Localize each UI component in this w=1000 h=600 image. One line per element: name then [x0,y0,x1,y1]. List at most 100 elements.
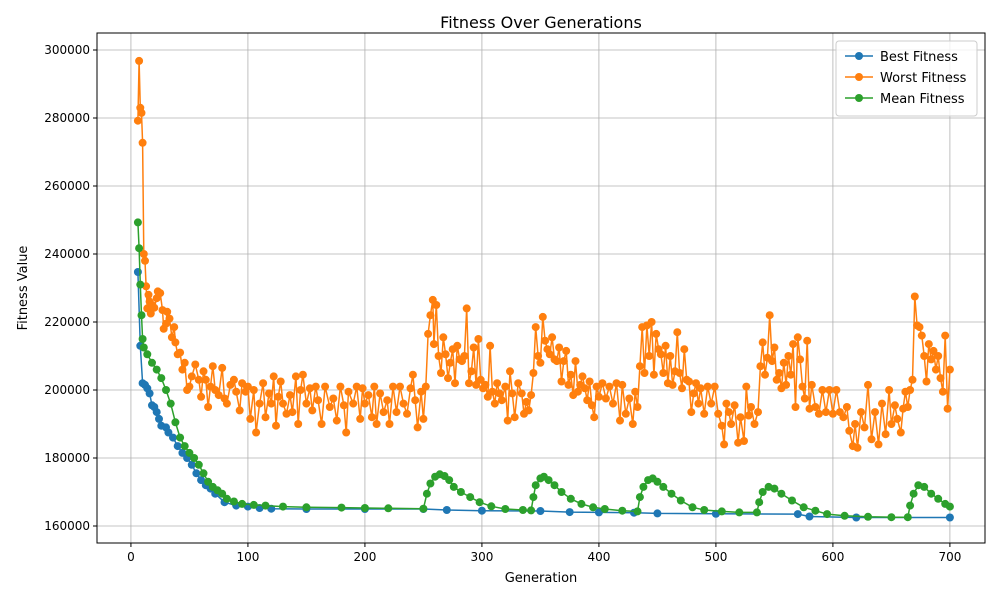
data-point-worst-fitness [649,370,658,379]
data-point-worst-fitness [924,340,933,349]
data-point-mean-fitness [934,494,943,503]
data-point-worst-fitness [803,336,812,345]
data-point-worst-fitness [618,380,627,389]
data-point-mean-fitness [770,484,779,493]
data-point-worst-fitness [842,403,851,411]
data-point-worst-fitness [417,387,426,396]
data-point-worst-fitness [146,309,155,318]
data-point-mean-fitness [577,499,586,508]
data-point-worst-fitness [437,369,445,377]
data-point-worst-fitness [439,333,448,342]
data-point-worst-fitness [325,403,334,411]
data-point-worst-fitness [727,420,736,428]
data-point-mean-fitness [176,433,185,442]
data-point-worst-fitness [628,420,637,428]
data-point-worst-fitness [832,386,841,394]
data-point-mean-fitness [811,506,820,515]
data-point-worst-fitness [255,399,264,408]
data-point-worst-fitness [910,292,919,301]
data-point-worst-fitness [789,340,798,349]
data-point-worst-fitness [580,384,589,393]
data-point-worst-fitness [446,358,455,367]
data-point-worst-fitness [714,409,723,418]
data-point-worst-fitness [208,362,217,371]
data-point-worst-fitness [784,352,793,360]
data-point-mean-fitness [887,513,896,522]
data-point-worst-fitness [740,437,748,445]
data-point-worst-fitness [413,423,422,432]
data-point-worst-fitness [249,386,258,394]
data-point-worst-fitness [821,408,830,417]
data-point-worst-fitness [276,377,285,386]
data-point-mean-fitness [667,489,676,498]
data-point-worst-fitness [694,399,703,408]
data-point-worst-fitness [590,413,599,422]
data-point-worst-fitness [265,389,273,398]
data-point-worst-fitness [796,355,805,364]
data-point-best-fitness [594,508,603,517]
data-point-worst-fitness [692,379,700,388]
data-point-worst-fitness [291,372,300,381]
data-point-worst-fitness [527,391,536,400]
data-point-mean-fitness [945,502,954,511]
data-point-worst-fitness [529,369,538,377]
data-point-worst-fitness [631,387,640,396]
data-point-worst-fitness [514,379,523,388]
data-point-worst-fitness [680,345,689,354]
data-point-mean-fitness [755,498,764,507]
data-point-worst-fitness [503,416,512,425]
data-point-worst-fitness [138,138,147,147]
legend-label-worst-fitness: Worst Fitness [880,71,967,86]
data-point-mean-fitness [788,496,796,505]
data-point-worst-fitness [246,414,255,423]
data-point-worst-fitness [853,443,862,452]
data-point-worst-fitness [444,374,452,383]
data-point-worst-fitness [204,403,213,411]
data-point-worst-fitness [170,323,179,332]
data-point-best-fitness [653,509,662,518]
data-point-worst-fitness [929,346,938,355]
data-point-worst-fitness [811,403,820,411]
data-point-worst-fitness [564,380,573,389]
data-point-worst-fitness [238,379,247,388]
data-point-worst-fitness [194,375,203,384]
data-point-worst-fitness [429,340,438,349]
data-point-worst-fitness [156,289,165,298]
data-point-worst-fitness [736,413,745,422]
data-point-mean-fitness [180,442,189,451]
data-point-worst-fitness [828,409,837,418]
data-point-worst-fitness [562,346,571,355]
x-tick-label: 0 [127,550,135,564]
data-point-worst-fitness [171,338,180,347]
data-point-best-fitness [155,414,163,423]
data-point-worst-fitness [621,409,630,418]
data-point-mean-fitness [777,489,786,498]
data-point-worst-fitness [163,307,172,316]
data-point-worst-fitness [497,396,506,405]
data-point-mean-fitness [589,503,598,512]
data-point-worst-fitness [185,382,194,391]
data-point-worst-fitness [392,408,401,417]
data-point-mean-fitness [823,510,832,519]
data-point-worst-fitness [678,384,686,393]
data-point-worst-fitness [218,363,227,372]
data-point-worst-fitness [557,377,566,386]
data-point-mean-fitness [903,513,912,522]
data-point-worst-fitness [652,329,661,338]
data-point-worst-fitness [635,362,644,371]
data-point-worst-fitness [700,409,709,418]
data-point-worst-fitness [756,362,765,371]
x-tick-label: 400 [587,550,610,564]
data-point-worst-fitness [722,399,731,408]
data-point-worst-fitness [137,108,146,117]
data-point-worst-fitness [931,365,940,374]
data-point-mean-fitness [799,503,808,512]
data-point-worst-fitness [139,250,148,258]
data-point-worst-fitness [214,391,223,400]
data-point-worst-fitness [531,323,540,332]
data-point-mean-fitness [531,481,540,490]
data-point-worst-fitness [222,399,231,408]
data-point-worst-fitness [329,394,338,403]
data-point-worst-fitness [724,408,733,417]
plot-frame [96,32,986,544]
